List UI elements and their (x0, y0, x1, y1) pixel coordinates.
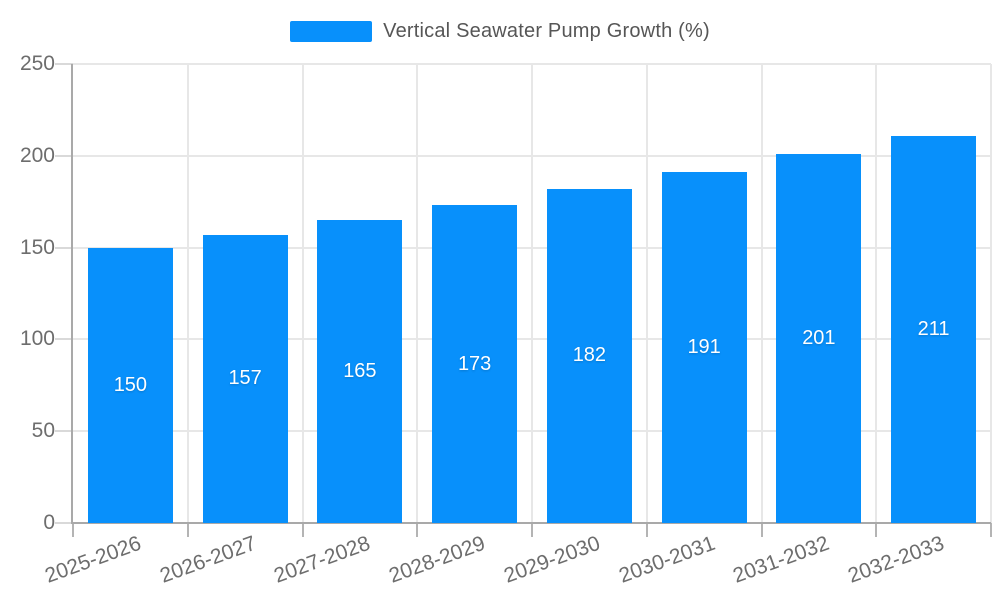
y-tick (55, 338, 73, 341)
gridline-v (875, 64, 878, 523)
y-tick-label: 100 (19, 327, 55, 351)
y-tick-label: 50 (31, 419, 55, 443)
x-tick-label: 2025-2026 (41, 531, 145, 588)
bar-2029-2030[interactable]: 182 (546, 188, 632, 523)
y-tick (55, 430, 73, 433)
bar-2032-2033[interactable]: 211 (891, 135, 977, 523)
x-tick-label: 2027-2028 (271, 531, 374, 588)
y-tick-label: 200 (19, 143, 55, 167)
gridline-v (990, 64, 992, 523)
x-tick (645, 523, 648, 537)
x-tick-label: 2030-2031 (615, 531, 718, 588)
x-tick (416, 523, 419, 537)
gridline-v (301, 64, 304, 523)
bar-value-label: 201 (802, 326, 836, 349)
y-tick (55, 246, 73, 249)
bar-2025-2026[interactable]: 150 (87, 247, 173, 523)
gridline-v (645, 64, 648, 523)
x-tick (875, 523, 878, 537)
bar-value-label: 165 (343, 360, 377, 383)
legend-swatch (290, 20, 373, 42)
bar-value-label: 191 (687, 336, 721, 359)
x-tick-label: 2028-2029 (386, 531, 489, 588)
x-tick (531, 523, 533, 537)
x-axis-line (71, 522, 991, 524)
x-tick (990, 523, 992, 537)
bar-2030-2031[interactable]: 191 (661, 172, 747, 523)
x-tick-label: 2026-2027 (156, 531, 259, 588)
bar-2026-2027[interactable]: 157 (202, 234, 288, 523)
y-tick (55, 522, 73, 524)
x-tick (301, 523, 304, 537)
x-tick (186, 523, 189, 537)
y-tick-label: 250 (19, 52, 55, 75)
gridline-v (760, 64, 763, 523)
y-tick-label: 150 (19, 235, 55, 259)
bar-value-label: 150 (113, 373, 148, 396)
legend[interactable]: Vertical Seawater Pump Growth (%) (0, 16, 1000, 46)
gridline-v (186, 64, 189, 523)
x-tick-label: 2031-2032 (730, 531, 833, 588)
bar-value-label: 173 (457, 352, 492, 375)
x-tick-label: 2032-2033 (845, 531, 948, 588)
bar-value-label: 211 (917, 317, 950, 340)
bar-2031-2032[interactable]: 201 (776, 153, 862, 523)
y-axis-line (71, 64, 73, 523)
gridline-v (416, 64, 419, 523)
y-tick (55, 154, 73, 157)
gridline-v (531, 64, 533, 523)
bar-value-label: 157 (228, 367, 262, 390)
y-tick (55, 63, 73, 65)
x-tick-label: 2029-2030 (500, 531, 604, 588)
bar-value-label: 182 (572, 344, 607, 367)
bar-2027-2028[interactable]: 165 (317, 220, 403, 523)
bar-2028-2029[interactable]: 173 (432, 205, 518, 523)
x-tick (72, 523, 74, 537)
y-tick-label: 0 (43, 511, 55, 534)
legend-label: Vertical Seawater Pump Growth (%) (383, 19, 710, 42)
x-tick (760, 523, 763, 537)
